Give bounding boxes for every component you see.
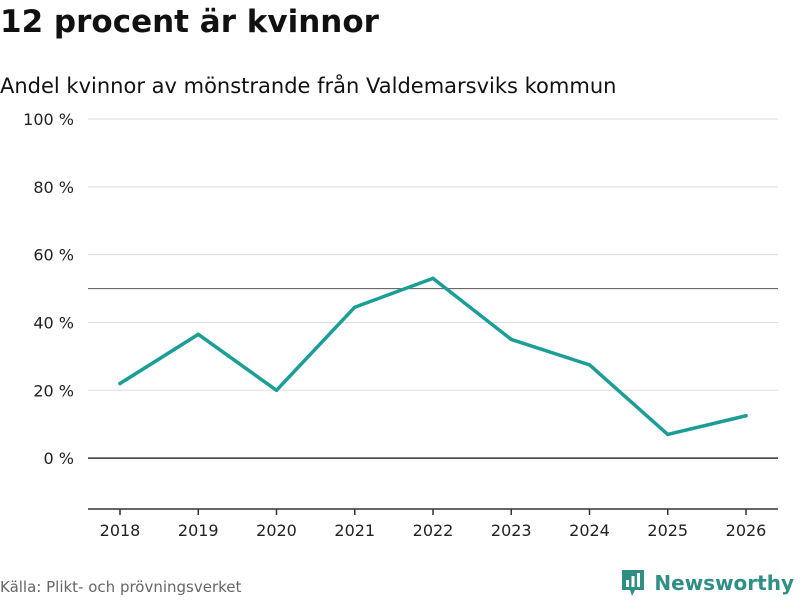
newsworthy-chart-icon	[622, 570, 645, 596]
y-tick-label: 80 %	[33, 178, 74, 197]
chart-subtitle: Andel kvinnor av mönstrande från Valdema…	[0, 74, 617, 98]
data-point	[744, 413, 748, 418]
data-point	[666, 432, 670, 437]
chart-title: 12 procent är kvinnor	[0, 4, 379, 40]
source-note: Källa: Plikt- och prövningsverket	[0, 578, 242, 596]
data-point	[118, 381, 122, 386]
data-point	[196, 332, 200, 337]
series-layer	[118, 276, 748, 437]
grid-layer	[88, 118, 778, 391]
x-tick-label: 2021	[334, 521, 375, 540]
x-tick-label: 2018	[100, 521, 141, 540]
y-tick-label: 20 %	[33, 381, 74, 400]
x-tick-label: 2022	[413, 521, 454, 540]
x-tick-label: 2019	[178, 521, 219, 540]
y-tick-label: 40 %	[33, 313, 74, 332]
data-point	[509, 337, 513, 342]
data-point	[353, 305, 357, 309]
x-tick-label: 2026	[726, 521, 767, 540]
data-point	[431, 276, 435, 281]
axis-layer	[88, 288, 778, 515]
y-tick-label: 60 %	[33, 246, 74, 265]
label-layer: 0 % 20 % 40 % 60 % 80 % 100 % 2018 2019 2020 2021…	[23, 110, 766, 540]
brand-logo: Newsworthy	[620, 568, 794, 598]
data-point	[587, 363, 592, 367]
x-tick-label: 2020	[256, 521, 297, 540]
brand-name: Newsworthy	[654, 571, 794, 595]
x-tick-label: 2023	[491, 521, 532, 540]
data-point	[274, 388, 279, 393]
x-tick-label: 2024	[569, 521, 610, 540]
y-tick-label: 100 %	[23, 110, 74, 129]
x-tick-label: 2025	[647, 521, 688, 540]
y-tick-label: 0 %	[44, 449, 74, 468]
series-line	[118, 276, 748, 437]
